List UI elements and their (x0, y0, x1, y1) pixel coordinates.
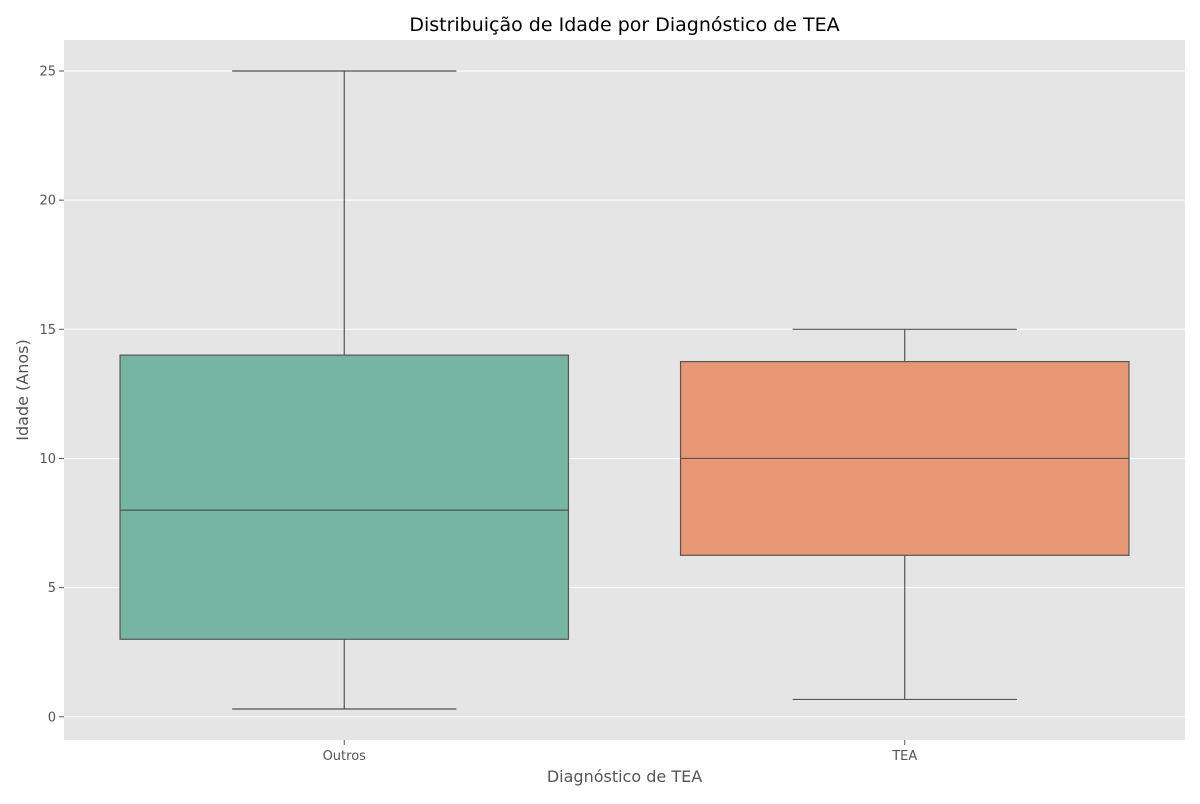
y-tick-label: 5 (48, 581, 56, 596)
y-axis-title: Idade (Anos) (13, 339, 32, 440)
chart-title: Distribuição de Idade por Diagnóstico de… (409, 14, 839, 36)
x-axis-title: Diagnóstico de TEA (547, 767, 702, 786)
y-tick-label: 0 (48, 710, 56, 725)
x-tick-label: Outros (323, 749, 367, 764)
boxes (119, 70, 1130, 710)
y-tick-label: 25 (39, 64, 56, 79)
y-tick-label: 15 (39, 323, 56, 338)
iqr-box (119, 354, 570, 640)
x-tick-label: TEA (891, 749, 917, 764)
y-tick-label: 10 (39, 452, 56, 467)
y-tick-label: 20 (39, 194, 56, 209)
x-axis-ticks: Outros TEA (323, 740, 917, 764)
y-axis-ticks: 0 5 10 15 20 25 (39, 64, 64, 725)
box-tea (679, 328, 1130, 701)
box-outros (119, 70, 570, 710)
